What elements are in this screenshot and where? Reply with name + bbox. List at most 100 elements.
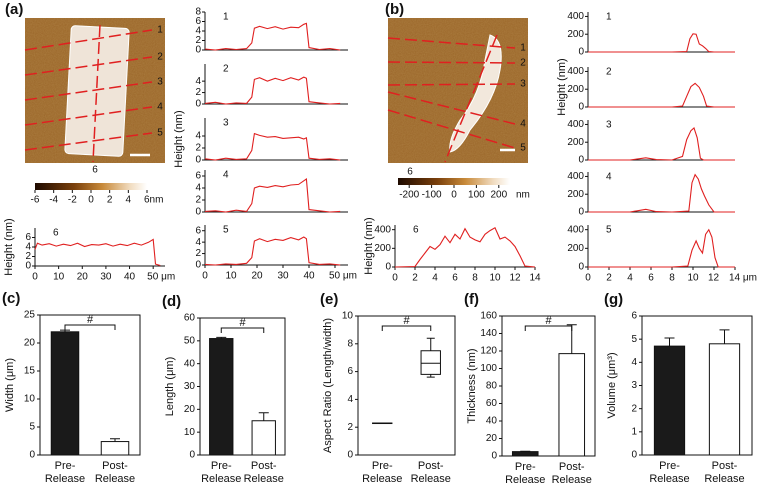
bar bbox=[653, 345, 686, 456]
bar bbox=[100, 441, 130, 456]
plot-frame bbox=[357, 315, 456, 456]
panel-label: (f) bbox=[464, 291, 479, 308]
error-bar bbox=[719, 329, 730, 344]
y-tick-label: 6 bbox=[25, 232, 31, 243]
y-tick-label: 6 bbox=[631, 311, 637, 322]
panel-label: (a) bbox=[5, 1, 23, 18]
y-tick-label: 200 bbox=[567, 84, 584, 95]
y-tick-label: 20 bbox=[486, 433, 498, 444]
x-tick-label: 12 bbox=[708, 273, 720, 284]
y-tick-label: 40 bbox=[486, 416, 498, 427]
bar bbox=[511, 451, 539, 457]
x-tick-label: 14 bbox=[529, 273, 541, 284]
y-tick-label: 4 bbox=[195, 131, 201, 142]
y-tick-label: 400 bbox=[567, 66, 584, 77]
x-tick-label: Release bbox=[649, 473, 689, 484]
y-axis-label: Aspect Ratio (Length/width) bbox=[322, 318, 334, 453]
significance-label: # bbox=[545, 315, 552, 327]
y-tick-label: 3 bbox=[631, 380, 637, 391]
panel-label: (e) bbox=[320, 291, 338, 308]
y-tick-label: 40 bbox=[184, 358, 196, 369]
profile-line bbox=[588, 127, 735, 161]
y-axis-label: Height (nm) bbox=[3, 218, 15, 275]
y-tick-label: 0 bbox=[491, 451, 497, 462]
y-tick-label: 200 bbox=[374, 243, 391, 254]
profile-label: 4 bbox=[223, 170, 229, 181]
x-tick-label: 0 bbox=[32, 272, 38, 283]
significance-label: # bbox=[87, 314, 94, 326]
y-tick-label: 80 bbox=[486, 381, 498, 392]
y-tick-label: 0 bbox=[578, 207, 584, 218]
panel-label: (c) bbox=[2, 290, 20, 307]
x-tick-label: Post- bbox=[559, 461, 585, 473]
profile-line bbox=[387, 61, 516, 64]
y-tick-label: 60 bbox=[184, 313, 196, 324]
y-tick-label: 5 bbox=[631, 334, 637, 345]
x-tick-label: 0 bbox=[202, 271, 208, 282]
colorbar-tick-label: 2 bbox=[107, 195, 113, 206]
y-tick-label: 10 bbox=[184, 427, 196, 438]
box bbox=[420, 350, 441, 375]
y-tick-label: 4 bbox=[631, 357, 637, 368]
x-tick-label: 50 μm bbox=[329, 271, 357, 282]
y-tick-label: 0 bbox=[578, 262, 584, 273]
y-tick-label: 60 bbox=[486, 398, 498, 409]
afm-sample bbox=[449, 34, 502, 153]
profile-line bbox=[394, 227, 536, 268]
colorbar-tick-label: 4 bbox=[126, 195, 132, 206]
profile-line bbox=[204, 76, 341, 105]
profile-line bbox=[387, 109, 516, 149]
x-tick-label: Pre- bbox=[372, 460, 393, 472]
y-tick-label: 2 bbox=[347, 422, 353, 433]
line-label: 4 bbox=[157, 102, 163, 113]
y-tick-label: 5 bbox=[29, 422, 35, 433]
x-tick-label: 8 bbox=[472, 273, 478, 284]
colorbar-tick-label: 0 bbox=[451, 190, 457, 201]
y-tick-label: 0 bbox=[195, 260, 201, 271]
error-bar bbox=[664, 337, 675, 347]
profile-line bbox=[24, 56, 153, 76]
colorbar-tick-label: -200 bbox=[399, 190, 419, 201]
colorbar-tick-label: 200 bbox=[490, 190, 507, 201]
colorbar-tick-label: 100 bbox=[468, 190, 485, 201]
y-tick-label: 2 bbox=[195, 248, 201, 259]
y-tick-label: 120 bbox=[480, 346, 497, 357]
x-tick-label: 40 bbox=[124, 272, 136, 283]
y-tick-label: 2 bbox=[195, 87, 201, 98]
x-tick-label: 14 μm bbox=[729, 273, 757, 284]
profile-label: 1 bbox=[223, 12, 229, 23]
y-tick-label: 25 bbox=[24, 310, 36, 321]
y-tick-label: 0 bbox=[347, 450, 353, 461]
y-tick-label: 6 bbox=[347, 366, 353, 377]
x-tick-label: 12 bbox=[509, 273, 521, 284]
profile-label: 2 bbox=[606, 67, 612, 78]
line-label: 2 bbox=[520, 58, 526, 69]
line-label: 3 bbox=[157, 77, 163, 88]
x-tick-label: 20 bbox=[77, 272, 89, 283]
y-axis-label: Height (nm) bbox=[363, 217, 375, 274]
y-tick-label: 400 bbox=[567, 119, 584, 130]
y-axis-label: Height (nm) bbox=[556, 58, 568, 115]
panel-label: (b) bbox=[385, 1, 404, 18]
x-tick-label: 0 bbox=[585, 273, 591, 284]
panel-label: (d) bbox=[162, 293, 181, 310]
y-tick-label: 0 bbox=[29, 450, 35, 461]
x-tick-label: 8 bbox=[669, 273, 675, 284]
panel-label: (g) bbox=[604, 291, 623, 308]
colorbar-tick-label: -6 bbox=[31, 195, 40, 206]
y-tick-label: 20 bbox=[24, 338, 36, 349]
profile-label: 3 bbox=[606, 120, 612, 131]
y-tick-label: 400 bbox=[567, 224, 584, 235]
y-tick-label: 0 bbox=[25, 261, 31, 272]
y-tick-label: 0 bbox=[195, 99, 201, 110]
profile-line bbox=[92, 24, 101, 163]
x-tick-label: Release bbox=[244, 473, 284, 484]
colorbar bbox=[398, 178, 510, 185]
colorbar-tick-label: 6nm bbox=[144, 195, 163, 206]
bar bbox=[558, 353, 586, 457]
y-tick-label: 8 bbox=[195, 7, 201, 18]
colorbar-unit: nm bbox=[516, 190, 530, 201]
significance-bracket bbox=[524, 325, 573, 331]
y-tick-label: 0 bbox=[189, 450, 195, 461]
